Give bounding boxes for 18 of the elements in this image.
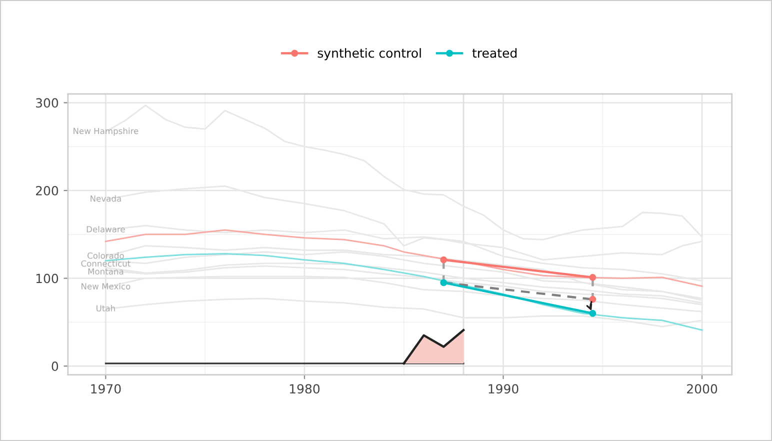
series-label: Utah xyxy=(96,304,115,312)
x-tick-label: 1990 xyxy=(488,384,518,394)
series-label: Connecticut xyxy=(81,260,130,267)
series-label: Nevada xyxy=(90,195,121,202)
series-label: Delaware xyxy=(86,226,125,232)
series-label: New Hampshire xyxy=(74,128,138,136)
legend-label: treated xyxy=(472,48,517,58)
y-tick-label: 100 xyxy=(36,274,58,284)
y-tick-label: 200 xyxy=(36,186,58,196)
series-label: New Mexico xyxy=(82,283,130,290)
series-label: Montana xyxy=(88,268,124,275)
y-tick-label: 0 xyxy=(52,362,58,371)
x-tick-label: 1970 xyxy=(91,384,121,394)
y-tick-label: 300 xyxy=(36,98,58,108)
x-tick-label: 2000 xyxy=(687,384,718,394)
x-tick-label: 1980 xyxy=(290,384,320,394)
legend-label: synthetic control xyxy=(318,48,421,60)
series-label: Colorado xyxy=(88,252,124,259)
